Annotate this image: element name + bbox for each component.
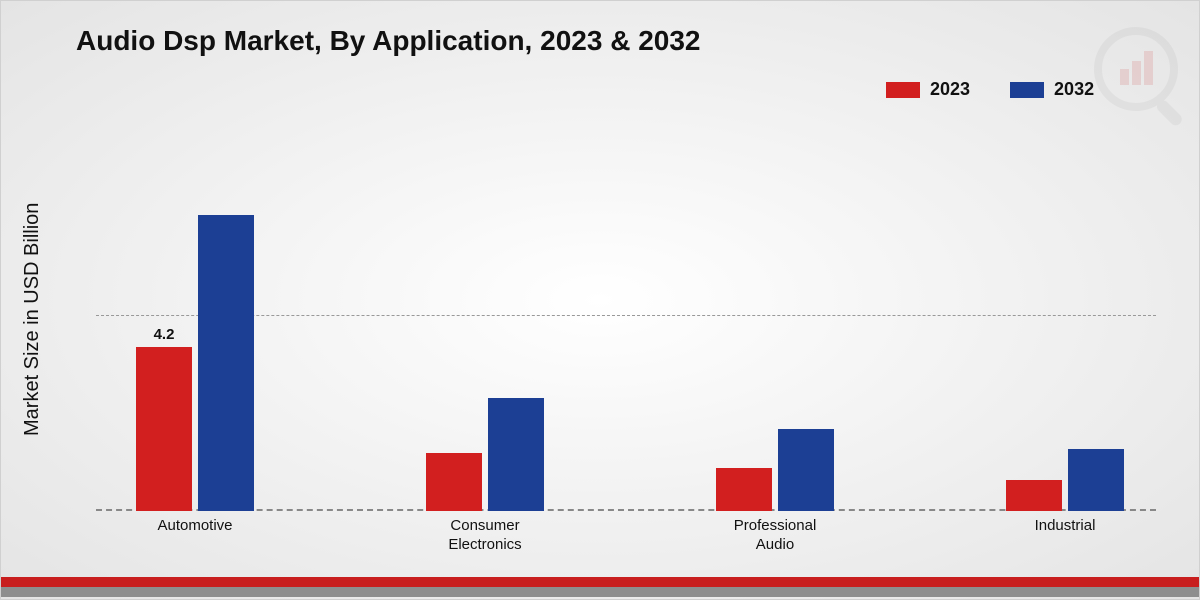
bar-2032 <box>198 215 254 511</box>
chart-title: Audio Dsp Market, By Application, 2023 &… <box>76 25 700 57</box>
bar-value-label: 4.2 <box>154 326 175 343</box>
category-label: ConsumerElectronics <box>448 517 521 555</box>
category-label: Industrial <box>1035 517 1096 536</box>
legend-swatch <box>1010 82 1044 98</box>
legend-swatch <box>886 82 920 98</box>
plot-area: 4.2 <box>96 121 1156 511</box>
x-axis-labels: Automotive ConsumerElectronics Professiona… <box>96 511 1156 561</box>
footer-accent-red <box>1 577 1199 587</box>
chart-frame: Audio Dsp Market, By Application, 2023 &… <box>0 0 1200 600</box>
legend-label: 2023 <box>930 79 970 100</box>
bar-2023 <box>426 453 482 512</box>
bar-2032 <box>778 429 834 511</box>
legend-label: 2032 <box>1054 79 1094 100</box>
footer-accent-gray <box>1 587 1199 597</box>
category-label: Automotive <box>157 517 232 536</box>
category-label: ProfessionalAudio <box>734 517 817 555</box>
gridline <box>96 315 1156 316</box>
legend: 2023 2032 <box>886 79 1094 100</box>
bar-2023 <box>1006 480 1062 511</box>
y-axis-label: Market Size in USD Billion <box>21 203 44 436</box>
legend-item: 2023 <box>886 79 970 100</box>
bar-2032 <box>488 398 544 511</box>
bar-2032 <box>1068 449 1124 511</box>
bar-2023 <box>716 468 772 511</box>
bar-2023 <box>136 347 192 511</box>
legend-item: 2032 <box>1010 79 1094 100</box>
